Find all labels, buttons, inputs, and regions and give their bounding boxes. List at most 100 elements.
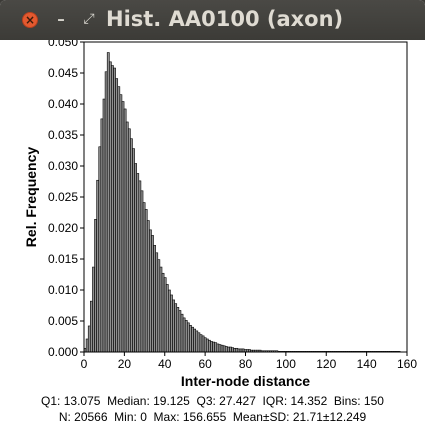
y-tick-label: 0.000 [48, 345, 78, 359]
histogram-bar [94, 219, 97, 353]
histogram-bar [111, 65, 114, 353]
y-tick-label: 0.005 [48, 314, 78, 328]
histogram-bar [201, 335, 205, 353]
window-title: Hist. AA0100 (axon) [106, 7, 344, 31]
stats-line-2: N: 20566 Min: 0 Max: 156.655 Mean±SD: 21… [58, 410, 367, 424]
histogram-bar [197, 332, 201, 353]
histogram-bar [210, 341, 213, 353]
x-axis-ticks: 0 20 40 60 80 100 120 140 160 [81, 352, 417, 371]
histogram-bar [140, 190, 144, 353]
histogram-bar [163, 277, 167, 353]
histogram-bar [218, 344, 222, 353]
y-axis-title: Rel. Frequency [23, 147, 39, 248]
histogram-bar [136, 173, 140, 353]
histogram-chart: 0.000 0.005 0.010 0.015 0.020 0.025 0.030 0.035… [23, 40, 417, 389]
histogram-bar [222, 345, 226, 353]
y-tick-label: 0.045 [48, 66, 78, 80]
histogram-bar [186, 322, 190, 353]
histogram-bar [90, 300, 93, 353]
histogram-bar [142, 202, 146, 353]
histogram-bar [121, 101, 125, 353]
y-tick-label: 0.050 [48, 40, 78, 49]
histogram-bar [224, 346, 228, 353]
x-tick-label: 0 [81, 357, 88, 371]
histogram-bar [233, 347, 237, 353]
histogram-bars [83, 52, 401, 353]
histogram-bar [191, 326, 194, 353]
histogram-bar [214, 342, 218, 353]
histogram-bar [87, 325, 91, 353]
plot-area: 0.000 0.005 0.010 0.015 0.020 0.025 0.030 0.035… [0, 40, 425, 438]
histogram-bar [138, 180, 142, 353]
maximize-icon: ⤢ [83, 11, 95, 27]
x-axis-title: Inter-node distance [181, 373, 310, 389]
histogram-bar [127, 128, 131, 353]
y-tick-label: 0.030 [48, 159, 78, 173]
histogram-bar [170, 294, 173, 353]
minimize-button[interactable]: – [52, 10, 70, 28]
title-bar[interactable]: × – ⤢ Hist. AA0100 (axon) [0, 0, 425, 40]
histogram-bar [176, 307, 180, 353]
x-tick-label: 60 [198, 357, 212, 371]
histogram-bar [161, 272, 165, 353]
histogram-bar [92, 266, 95, 353]
histogram-bar [96, 179, 100, 353]
histogram-bar [180, 313, 184, 353]
y-tick-label: 0.015 [48, 252, 78, 266]
histogram-bar [102, 98, 106, 353]
histogram-bar [216, 343, 220, 353]
histogram-bar [155, 252, 159, 353]
histogram-bar [178, 310, 182, 353]
x-tick-label: 40 [158, 357, 172, 371]
histogram-bar [199, 334, 203, 353]
histogram-bar [193, 328, 197, 353]
histogram-bar [144, 209, 148, 353]
histogram-bar [146, 220, 150, 353]
histogram-bar [172, 299, 175, 353]
histogram-bar [203, 337, 207, 353]
y-axis-ticks: 0.000 0.005 0.010 0.015 0.020 0.025 0.030 0.035… [48, 40, 84, 359]
histogram-bar [153, 245, 156, 353]
histogram-bar [195, 330, 199, 353]
histogram-bar [165, 284, 169, 353]
histogram-bar [184, 320, 188, 353]
y-tick-label: 0.040 [48, 97, 78, 111]
histogram-bar [119, 94, 123, 353]
histogram-bar [159, 266, 163, 353]
histogram-bar [212, 341, 215, 353]
histogram-bar [108, 61, 112, 353]
histogram-bar [157, 259, 161, 353]
maximize-button[interactable]: ⤢ [80, 10, 98, 28]
histogram-bar [229, 346, 232, 353]
histogram-bar [205, 338, 209, 353]
histogram-bar [168, 289, 171, 353]
histogram-bar [104, 71, 108, 353]
histogram-bar [132, 148, 135, 353]
histogram-bar [115, 78, 119, 353]
histogram-bar [189, 325, 192, 353]
x-tick-label: 120 [316, 357, 336, 371]
close-button[interactable]: × [22, 12, 38, 28]
histogram-bar [130, 138, 133, 353]
y-tick-label: 0.010 [48, 283, 78, 297]
histogram-bar [220, 344, 224, 353]
stats-line-1: Q1: 13.075 Median: 19.125 Q3: 27.427 IQR… [41, 394, 384, 408]
histogram-bar [113, 67, 116, 353]
y-tick-label: 0.035 [48, 128, 78, 142]
x-tick-label: 80 [239, 357, 253, 371]
close-icon: × [24, 13, 36, 27]
histogram-bar [134, 163, 137, 353]
histogram-bar [98, 146, 102, 353]
y-tick-label: 0.025 [48, 190, 78, 204]
y-tick-label: 0.020 [48, 221, 78, 235]
minimize-icon: – [57, 10, 65, 28]
histogram-bar [125, 121, 129, 353]
histogram-bar [151, 235, 154, 353]
histogram-bar [123, 108, 127, 353]
histogram-bar [117, 86, 121, 353]
histogram-bar [174, 303, 178, 353]
histogram-bar [100, 118, 104, 353]
histogram-bar [149, 229, 152, 353]
histogram-bar [235, 347, 239, 353]
